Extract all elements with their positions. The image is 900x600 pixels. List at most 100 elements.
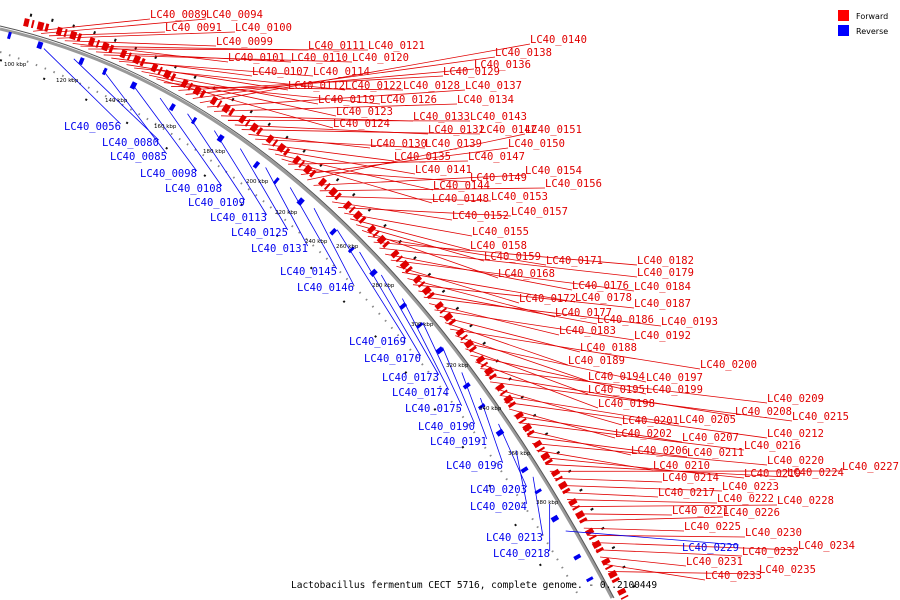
forward-leader-line: [33, 18, 151, 32]
forward-leader-line: [499, 394, 680, 425]
forward-leader-line: [332, 201, 453, 221]
reverse-gene-label: LC40_0213: [486, 532, 543, 544]
reverse-leader-line: [565, 530, 739, 546]
forward-gene-label: LC40_0150: [508, 138, 565, 150]
forward-gene-label: LC40_0141: [415, 164, 472, 176]
reverse-gene-label: LC40_0174: [392, 387, 449, 399]
legend-forward-label: Forward: [856, 12, 888, 21]
forward-leader-line: [338, 207, 512, 217]
reverse-leader-line: [336, 229, 407, 340]
forward-gene-label: LC40_0194: [588, 371, 645, 383]
forward-leader-line: [490, 381, 793, 422]
reverse-gene-label: LC40_0229: [682, 542, 739, 554]
forward-leader-line: [527, 436, 688, 458]
forward-leader-line: [95, 51, 292, 63]
forward-gene-label: LC40_0211: [687, 447, 744, 459]
reverse-leader-line: [498, 423, 528, 488]
forward-leader-line: [103, 54, 353, 63]
tick-label: 120 kbp: [56, 78, 79, 84]
forward-leader-line: [444, 322, 569, 366]
forward-gene-label: LC40_0101: [228, 52, 285, 64]
forward-leader-line: [118, 60, 314, 77]
reverse-leader-line: [159, 97, 223, 187]
forward-gene-label: LC40_0111: [308, 40, 365, 52]
forward-gene-label: LC40_0219: [744, 468, 801, 480]
reverse-leader-line: [442, 347, 476, 425]
forward-gene-label: LC40_0124: [333, 118, 390, 130]
forward-gene-label: LC40_0157: [511, 206, 568, 218]
forward-gene-label: LC40_0122: [345, 80, 402, 92]
tick-label: 260 kbp: [336, 244, 359, 250]
forward-leader-line: [532, 442, 768, 466]
forward-gene-label: LC40_0128: [403, 80, 460, 92]
forward-gene-label: LC40_0222: [717, 493, 774, 505]
forward-gene-label: LC40_0142: [480, 124, 537, 136]
forward-leader-line: [361, 230, 499, 279]
forward-gene-label: LC40_0139: [425, 138, 482, 150]
forward-gene-label: LC40_0199: [646, 384, 703, 396]
forward-leader-line: [571, 504, 778, 508]
reverse-gene-label: LC40_0173: [382, 372, 439, 384]
forward-leader-line: [423, 296, 662, 327]
forward-gene-label: LC40_0231: [686, 556, 743, 568]
forward-gene-label: LC40_0099: [216, 36, 273, 48]
forward-leader-line: [248, 133, 371, 149]
forward-gene-label: LC40_0107: [252, 66, 309, 78]
reverse-gene-label: LC40_0191: [430, 436, 487, 448]
forward-gene-label: LC40_0126: [380, 94, 437, 106]
forward-gene-label: LC40_0158: [470, 240, 527, 252]
reverse-gene-label: LC40_0146: [297, 282, 354, 294]
tick-label: 100 kbp: [4, 62, 27, 68]
forward-gene-label: LC40_0147: [468, 151, 525, 163]
forward-gene-label: LC40_0155: [472, 226, 529, 238]
reverse-gene-label: LC40_0098: [140, 168, 197, 180]
forward-gene-label: LC40_0216: [744, 440, 801, 452]
forward-leader-line: [390, 259, 635, 292]
forward-gene-label: LC40_0207: [682, 432, 739, 444]
forward-gene-label: LC40_0140: [530, 34, 587, 46]
forward-gene-label: LC40_0168: [498, 268, 555, 280]
forward-gene-label: LC40_0159: [484, 251, 541, 263]
reverse-gene-label: LC40_0131: [251, 243, 308, 255]
inner-dot-ring: [0, 51, 581, 599]
forward-leader-line: [325, 195, 492, 202]
reverse-gene-label: LC40_0145: [280, 266, 337, 278]
forward-gene-label: LC40_0132: [428, 124, 485, 136]
forward-leader-line: [288, 160, 469, 165]
forward-leader-line: [545, 463, 788, 478]
forward-leader-line: [350, 218, 471, 251]
forward-leader-line: [220, 115, 414, 122]
reverse-leader-line: [515, 450, 528, 505]
forward-leader-line: [356, 224, 485, 262]
forward-leader-line: [171, 86, 404, 91]
genome-backbone-edge: [0, 25, 615, 599]
forward-leader-line: [214, 103, 458, 112]
forward-leader-line: [344, 212, 473, 237]
legend: Forward Reverse: [838, 10, 888, 36]
forward-gene-label: LC40_0136: [474, 59, 531, 71]
forward-leader-line: [206, 89, 466, 108]
forward-gene-label: LC40_0112: [288, 80, 345, 92]
forward-leader-line: [41, 18, 207, 34]
forward-gene-label: LC40_0200: [700, 359, 757, 371]
forward-leader-line: [504, 401, 768, 439]
forward-leader-line: [412, 284, 635, 309]
reverse-leader-line: [131, 83, 198, 172]
forward-leader-line: [48, 31, 166, 37]
forward-leader-line: [460, 341, 647, 383]
reverse-gene-label: LC40_0218: [493, 548, 550, 560]
forward-gene-label: LC40_0210: [653, 460, 710, 472]
forward-leader-line: [587, 534, 746, 538]
forward-leader-line: [373, 241, 638, 266]
tick-label: 240 kbp: [305, 239, 328, 245]
forward-leader-line: [591, 542, 799, 551]
forward-gene-label: LC40_0134: [457, 94, 514, 106]
forward-leader-line: [274, 153, 434, 191]
forward-gene-label: LC40_0192: [634, 330, 691, 342]
forward-gene-label: LC40_0171: [546, 255, 603, 267]
reverse-gene-label: LC40_0175: [405, 403, 462, 415]
forward-gene-label: LC40_0205: [679, 414, 736, 426]
forward-gene-label: LC40_0091: [165, 22, 222, 34]
forward-gene-label: LC40_0151: [525, 124, 582, 136]
forward-leader-line: [199, 43, 531, 104]
